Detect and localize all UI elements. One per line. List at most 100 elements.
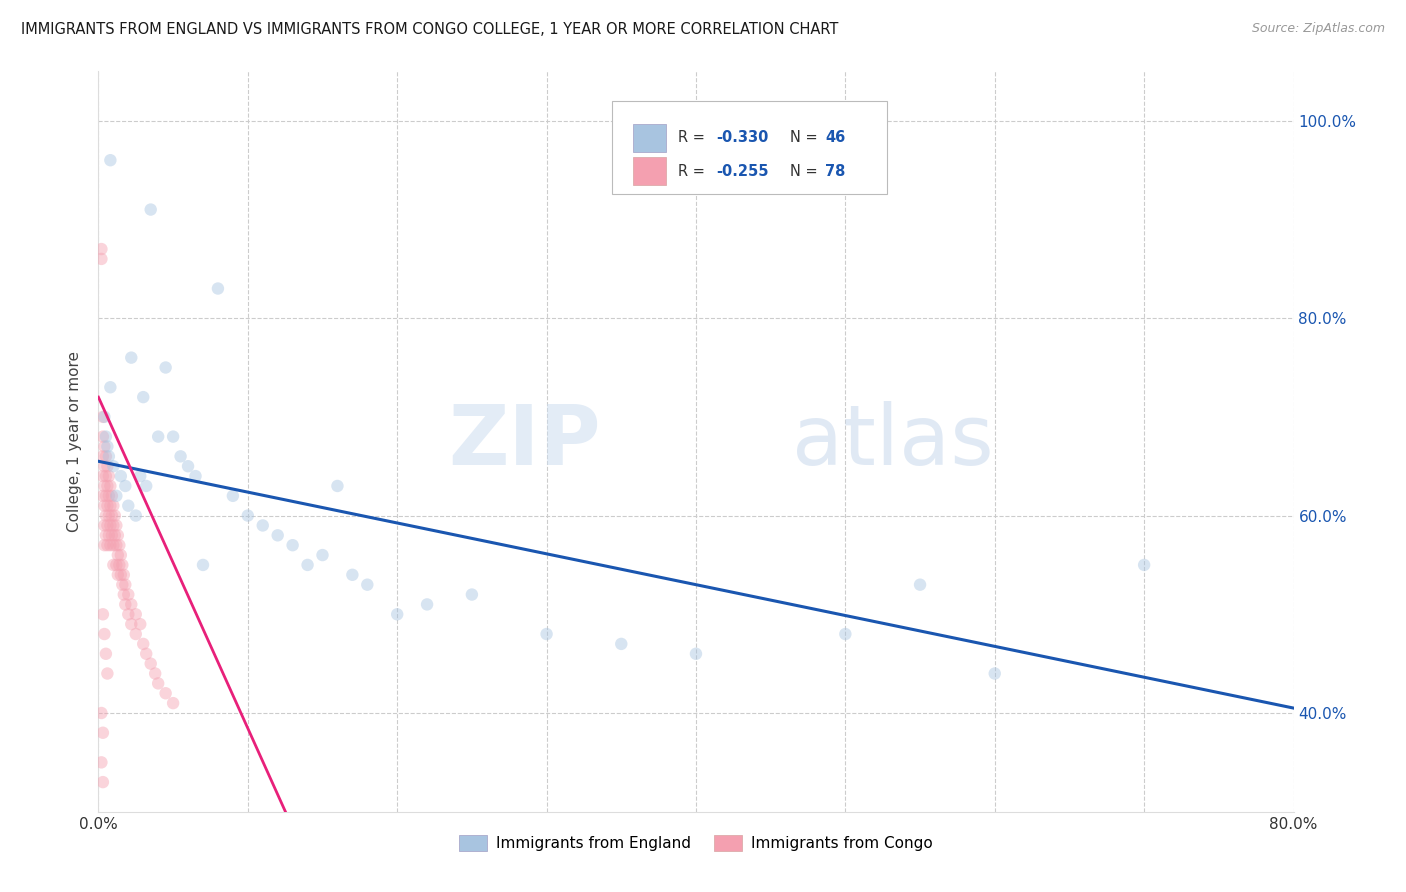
Text: R =: R = bbox=[678, 164, 710, 178]
Point bbox=[94, 508, 117, 523]
Point bbox=[97, 469, 120, 483]
Point bbox=[114, 479, 136, 493]
Point bbox=[90, 252, 112, 266]
Point bbox=[93, 538, 115, 552]
Point bbox=[90, 242, 112, 256]
Point bbox=[114, 577, 136, 591]
Point bbox=[107, 528, 129, 542]
Point bbox=[281, 538, 304, 552]
Point bbox=[97, 528, 120, 542]
Point bbox=[93, 409, 115, 424]
Point bbox=[191, 558, 214, 572]
Point bbox=[135, 479, 157, 493]
Point bbox=[101, 508, 124, 523]
Point bbox=[132, 390, 155, 404]
Point bbox=[135, 647, 157, 661]
Point bbox=[94, 429, 117, 443]
Point bbox=[105, 518, 128, 533]
Legend: Immigrants from England, Immigrants from Congo: Immigrants from England, Immigrants from… bbox=[453, 830, 939, 857]
Point bbox=[93, 440, 115, 454]
Point bbox=[155, 686, 177, 700]
Point bbox=[107, 548, 129, 562]
Point bbox=[94, 647, 117, 661]
Text: ZIP: ZIP bbox=[449, 401, 600, 482]
Point bbox=[97, 450, 120, 464]
Point bbox=[98, 518, 122, 533]
Point bbox=[96, 518, 118, 533]
Bar bbox=[633, 124, 666, 152]
Point bbox=[267, 528, 290, 542]
Point bbox=[98, 499, 122, 513]
Point bbox=[103, 499, 125, 513]
Point bbox=[177, 459, 200, 474]
Point bbox=[125, 627, 148, 641]
Point bbox=[252, 518, 274, 533]
Point bbox=[96, 666, 118, 681]
Point bbox=[94, 450, 117, 464]
Point bbox=[107, 567, 129, 582]
Point bbox=[98, 479, 122, 493]
Point bbox=[125, 607, 148, 622]
Point bbox=[96, 440, 118, 454]
Point bbox=[91, 409, 114, 424]
Text: 78: 78 bbox=[825, 164, 845, 178]
Point bbox=[169, 450, 191, 464]
Point bbox=[104, 528, 127, 542]
Point bbox=[326, 479, 349, 493]
Point bbox=[98, 380, 122, 394]
Point bbox=[94, 469, 117, 483]
Point bbox=[110, 567, 132, 582]
Point bbox=[148, 676, 170, 690]
Point bbox=[110, 548, 132, 562]
Point bbox=[112, 588, 135, 602]
Text: R =: R = bbox=[678, 130, 710, 145]
Text: -0.330: -0.330 bbox=[716, 130, 769, 145]
Point bbox=[139, 657, 162, 671]
Point bbox=[162, 429, 184, 443]
Point bbox=[93, 627, 115, 641]
Point bbox=[120, 598, 142, 612]
Point bbox=[834, 627, 856, 641]
Point bbox=[1133, 558, 1156, 572]
Point bbox=[96, 499, 118, 513]
Point bbox=[91, 469, 114, 483]
Point bbox=[117, 607, 139, 622]
Point bbox=[125, 508, 148, 523]
Point bbox=[117, 588, 139, 602]
Point bbox=[110, 469, 132, 483]
Point bbox=[129, 469, 152, 483]
Point bbox=[93, 499, 115, 513]
Point bbox=[385, 607, 409, 622]
Point bbox=[461, 588, 484, 602]
Point bbox=[129, 617, 152, 632]
Point bbox=[984, 666, 1007, 681]
Point bbox=[132, 637, 155, 651]
Text: atlas: atlas bbox=[792, 401, 993, 482]
Point bbox=[94, 489, 117, 503]
Point bbox=[143, 666, 166, 681]
Bar bbox=[633, 157, 666, 186]
Point bbox=[184, 469, 207, 483]
Point bbox=[108, 558, 131, 572]
Point bbox=[610, 637, 633, 651]
Point bbox=[103, 459, 125, 474]
Point bbox=[222, 489, 245, 503]
Point bbox=[356, 577, 378, 591]
Point bbox=[120, 617, 142, 632]
Point bbox=[96, 459, 118, 474]
Point bbox=[114, 598, 136, 612]
Point bbox=[685, 647, 707, 661]
Point bbox=[98, 153, 122, 168]
Point bbox=[103, 538, 125, 552]
Point bbox=[111, 558, 134, 572]
Point bbox=[90, 756, 112, 770]
Point bbox=[90, 706, 112, 720]
Point bbox=[155, 360, 177, 375]
Point bbox=[311, 548, 333, 562]
Point bbox=[162, 696, 184, 710]
Point bbox=[103, 558, 125, 572]
Point bbox=[111, 577, 134, 591]
Point bbox=[97, 508, 120, 523]
Point bbox=[207, 281, 229, 295]
Point bbox=[117, 499, 139, 513]
